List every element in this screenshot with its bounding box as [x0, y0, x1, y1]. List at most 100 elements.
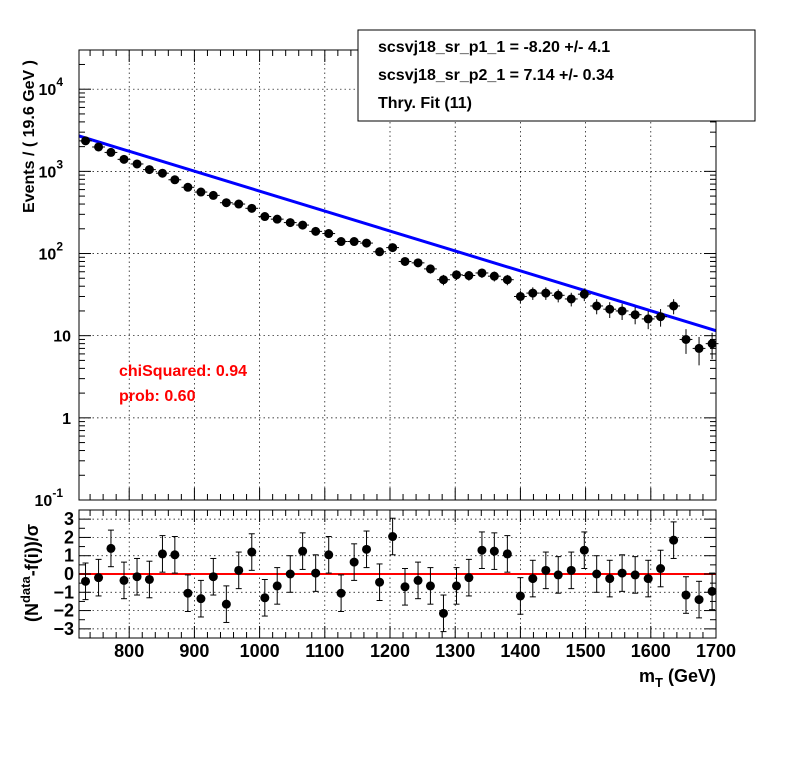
- data-point: [245, 203, 259, 213]
- x-tick-label: 1600: [631, 641, 671, 661]
- pull-point: [388, 517, 398, 556]
- pull-point: [605, 559, 615, 598]
- pull-point: [425, 567, 435, 605]
- bottom-y-tick-label: 2: [64, 527, 74, 547]
- pull-point: [630, 556, 640, 594]
- pull-point: [515, 577, 525, 615]
- data-point: [526, 287, 540, 300]
- pull-point: [157, 535, 167, 573]
- pull-point: [208, 557, 218, 596]
- data-point: [347, 237, 361, 247]
- data-point: [130, 159, 144, 169]
- data-point: [450, 270, 463, 281]
- bottom-y-axis-label: (Ndata-f(i))/σ: [18, 524, 42, 622]
- data-point: [424, 264, 437, 274]
- top-y-tick-label: 1: [62, 411, 71, 428]
- data-point: [411, 258, 425, 268]
- pull-point: [566, 551, 576, 590]
- top-data-points: [79, 136, 719, 366]
- legend-box: [357, 29, 756, 122]
- data-point: [577, 288, 591, 302]
- pull-point: [438, 594, 448, 633]
- pull-point: [183, 574, 193, 612]
- top-axes: [89, 50, 717, 500]
- legend-entry-fit: Thry. Fit (11): [378, 95, 472, 112]
- data-point: [654, 308, 667, 327]
- data-point: [156, 168, 169, 178]
- data-point: [500, 274, 514, 286]
- x-tick-label: 1500: [566, 641, 606, 661]
- data-point: [181, 182, 195, 192]
- pull-point: [452, 567, 462, 605]
- data-point: [590, 299, 604, 315]
- data-point: [104, 147, 118, 157]
- data-point: [117, 154, 131, 164]
- data-point: [373, 247, 386, 257]
- pull-point: [579, 531, 589, 570]
- data-point: [168, 175, 182, 185]
- pull-point: [502, 535, 512, 573]
- pull-point: [477, 531, 487, 570]
- pull-point: [528, 559, 538, 598]
- pull-point: [196, 579, 206, 618]
- data-point: [475, 268, 489, 278]
- fit-line: [78, 134, 717, 333]
- data-point: [679, 329, 693, 354]
- pull-point: [132, 557, 142, 596]
- bottom-y-tick-label: 3: [64, 509, 74, 529]
- pull-point: [234, 551, 244, 590]
- pull-point: [272, 567, 282, 605]
- pull-point: [285, 555, 295, 593]
- data-point: [487, 271, 501, 282]
- pull-point: [464, 558, 474, 597]
- data-point: [79, 136, 92, 146]
- data-point: [360, 238, 373, 248]
- data-point: [322, 229, 336, 239]
- data-point: [692, 336, 706, 366]
- pull-point: [413, 561, 423, 600]
- probability-label: prob: 0.60: [119, 388, 196, 405]
- pull-point: [553, 556, 563, 594]
- legend-entry-p1: scsvj18_sr_p1_1 = -8.20 +/- 4.1: [378, 39, 610, 56]
- data-point: [258, 212, 272, 222]
- data-point: [603, 302, 617, 318]
- data-point: [92, 142, 105, 152]
- x-ticks: 800 900 1000 1100 1200 1300 1400 1500 1600 1700: [89, 510, 736, 661]
- data-point: [615, 303, 629, 320]
- data-point: [564, 292, 578, 307]
- bottom-y-tick-label: 1: [64, 546, 74, 566]
- top-y-tick-label: 102: [39, 240, 64, 264]
- data-point: [219, 198, 233, 208]
- data-point: [309, 226, 323, 236]
- pull-point: [375, 563, 385, 602]
- data-point: [194, 187, 208, 197]
- data-point: [270, 214, 284, 224]
- data-point: [143, 165, 156, 175]
- top-y-tick-label: 10: [53, 329, 71, 346]
- pull-point: [489, 532, 499, 570]
- pull-point: [260, 578, 270, 617]
- top-y-tick-label: 10-1: [35, 486, 64, 510]
- pull-point: [298, 532, 308, 570]
- pull-point: [94, 558, 104, 597]
- data-point: [539, 287, 553, 300]
- legend-entry-p2: scsvj18_sr_p2_1 = 7.14 +/- 0.34: [378, 67, 614, 84]
- bottom-y-tick-label: −3: [53, 619, 74, 639]
- pull-point: [656, 549, 666, 588]
- pull-point: [247, 533, 257, 571]
- pull-point: [617, 554, 627, 592]
- data-point: [296, 220, 310, 230]
- bottom-y-tick-label: −1: [53, 582, 74, 602]
- x-tick-label: 800: [114, 641, 144, 661]
- pull-point: [643, 559, 653, 598]
- data-point: [514, 290, 527, 304]
- data-point: [232, 199, 246, 209]
- data-point: [386, 243, 399, 253]
- top-y-axis-label: Events / ( 19.6 GeV ): [21, 60, 38, 213]
- pull-point: [541, 551, 551, 590]
- data-point: [551, 289, 565, 303]
- x-tick-label: 1400: [500, 641, 540, 661]
- x-tick-label: 1100: [305, 641, 344, 661]
